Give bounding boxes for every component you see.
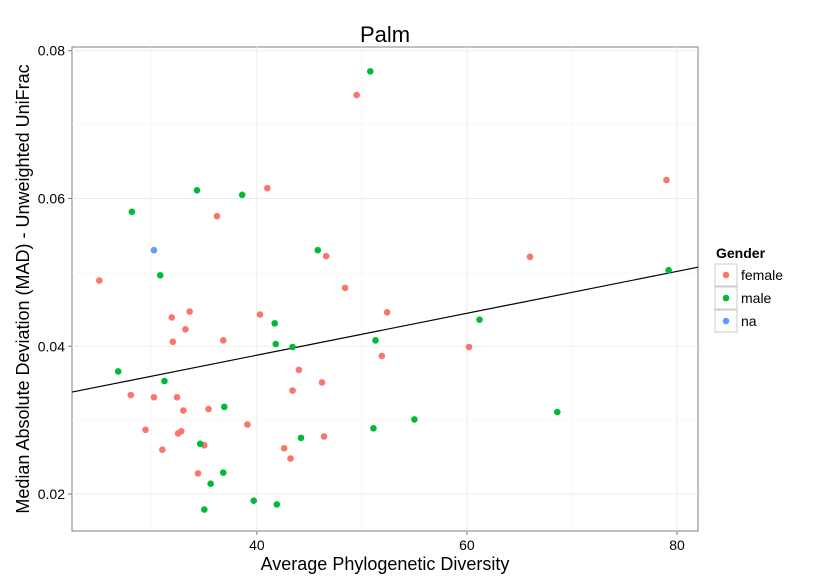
data-point-female [127, 391, 135, 399]
data-point-male [476, 316, 483, 323]
data-point-female [353, 91, 360, 99]
data-point-female [465, 343, 473, 351]
data-point-male [370, 424, 377, 432]
data-point-female [168, 314, 176, 321]
data-point-male [372, 337, 379, 344]
data-point-female [383, 308, 391, 316]
y-tick-label: 0.06 [38, 190, 65, 206]
legend-title: Gender [716, 245, 766, 261]
data-point-female [182, 325, 189, 333]
data-point-male [220, 403, 228, 411]
data-point-female [287, 455, 294, 462]
grid-lines [72, 47, 698, 531]
trend-line [71, 266, 699, 393]
data-point-male [201, 506, 208, 513]
data-point-male [273, 501, 281, 508]
data-point-female [320, 433, 328, 440]
data-point-male [366, 68, 374, 75]
data-point-female [318, 379, 326, 386]
data-point-male [219, 469, 227, 476]
data-point-female [177, 427, 185, 435]
data-point-female [244, 421, 251, 428]
data-point-female [96, 277, 103, 284]
data-point-female [194, 470, 202, 477]
data-point-male [297, 434, 305, 442]
data-point-female [289, 387, 296, 394]
x-tick-label: 40 [249, 537, 265, 553]
plot-panel [71, 46, 699, 532]
chart-title: Palm [360, 22, 410, 47]
data-point-na [150, 246, 158, 254]
data-point-male [238, 191, 246, 199]
data-point-female [159, 446, 166, 454]
legend-label-female: female [741, 267, 783, 283]
data-point-male [161, 377, 168, 385]
legend-items: female male na [714, 263, 783, 333]
data-point-female [322, 252, 330, 260]
data-point-male [193, 187, 201, 194]
x-tick-label: 60 [459, 537, 475, 553]
y-tick-label: 0.02 [38, 486, 65, 502]
trend-line-layer [71, 266, 699, 393]
data-point-female [180, 407, 187, 414]
data-point-male [207, 480, 214, 488]
data-point-female [264, 184, 271, 192]
data-point-female [295, 366, 303, 374]
data-point-male [289, 343, 296, 351]
data-point-male [196, 440, 204, 448]
data-point-male [128, 208, 136, 216]
data-point-female [256, 311, 264, 318]
data-point-female [150, 393, 158, 401]
data-point-male [665, 266, 672, 274]
x-tick-label: 80 [669, 537, 685, 553]
data-point-female [169, 338, 177, 346]
data-point-female [186, 308, 193, 315]
legend-marker-male [722, 294, 730, 302]
data-point-female [219, 337, 227, 344]
data-point-female [142, 426, 149, 434]
plot-area: 40 60 80 0.02 0.04 0.06 0.08 [38, 43, 699, 553]
x-axis-title: Average Phylogenetic Diversity [261, 554, 510, 574]
data-point-male [114, 368, 122, 375]
data-point-female [280, 444, 288, 452]
y-axis-ticks: 0.02 0.04 0.06 0.08 [38, 43, 72, 502]
data-point-female [341, 284, 349, 292]
data-points [96, 68, 672, 513]
y-tick-label: 0.08 [38, 43, 65, 59]
legend: Gender female male na [714, 245, 783, 333]
data-point-female [378, 352, 386, 360]
x-axis-ticks: 40 60 80 [249, 531, 685, 553]
data-point-male [271, 320, 279, 327]
data-point-female [173, 393, 181, 401]
data-point-male [411, 416, 418, 423]
y-axis-title: Median Absolute Deviation (MAD) - Unweig… [13, 64, 33, 513]
data-point-female [526, 253, 534, 261]
legend-marker-na [722, 317, 730, 325]
data-point-male [553, 408, 561, 416]
data-point-female [205, 405, 212, 413]
data-point-male [314, 246, 322, 254]
data-point-male [250, 497, 258, 505]
y-tick-label: 0.04 [38, 338, 65, 354]
legend-marker-female [722, 271, 730, 279]
data-point-male [272, 340, 280, 348]
legend-label-male: male [741, 290, 772, 306]
data-point-female [663, 176, 670, 184]
data-point-male [156, 272, 164, 279]
legend-label-na: na [741, 313, 757, 329]
data-point-female [213, 212, 221, 220]
